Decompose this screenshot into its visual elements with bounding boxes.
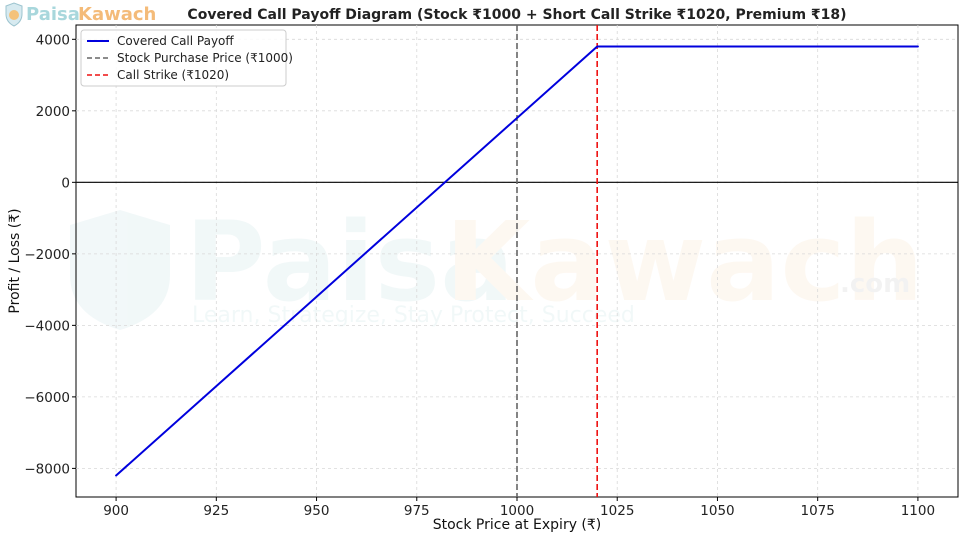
x-tick-label: 1100	[901, 503, 935, 519]
legend-label-strike: Call Strike (₹1020)	[117, 68, 229, 82]
watermark: Paisa Kawach .com Learn, Strategize, Sta…	[70, 198, 924, 330]
legend-label-purchase: Stock Purchase Price (₹1000)	[117, 51, 293, 65]
watermark-name-part1: Paisa	[185, 198, 514, 326]
legend-label-payoff: Covered Call Payoff	[117, 34, 234, 48]
x-tick-label: 1025	[600, 503, 634, 519]
x-tick-label: 1050	[700, 503, 734, 519]
y-tick-label: −4000	[24, 318, 70, 334]
y-axis-label: Profit / Loss (₹)	[7, 208, 23, 313]
reference-lines	[76, 25, 958, 497]
x-tick-label: 900	[103, 503, 129, 519]
x-tick-label: 925	[203, 503, 229, 519]
x-axis-label: Stock Price at Expiry (₹)	[433, 517, 602, 533]
watermark-shield-icon	[70, 210, 170, 330]
payoff-line	[115, 45, 919, 477]
y-tick-label: 0	[61, 175, 70, 191]
y-tick-label: 4000	[36, 32, 70, 48]
y-tick-label: −6000	[24, 390, 70, 406]
y-tick-label: 2000	[36, 104, 70, 120]
coin-icon	[9, 10, 19, 20]
y-tick-label: −8000	[24, 461, 70, 477]
watermark-domain: .com	[840, 269, 910, 299]
x-tick-label: 1000	[500, 503, 534, 519]
y-axis-ticks: −8000 −6000 −4000 −2000 0 2000 4000	[24, 32, 76, 477]
x-tick-label: 950	[304, 503, 330, 519]
x-tick-label: 975	[404, 503, 430, 519]
y-tick-label: −2000	[24, 247, 70, 263]
brand-name-part2: Kawach	[78, 4, 156, 25]
watermark-name-part2: Kawach	[445, 198, 924, 326]
x-tick-label: 1075	[801, 503, 835, 519]
brand-name-part1: Paisa	[26, 4, 80, 25]
x-axis-ticks: 900 925 950 975 1000 1025 1050 1075 1100	[103, 497, 935, 519]
series-layer	[115, 45, 919, 477]
legend-box	[80, 29, 287, 87]
chart-title: Covered Call Payoff Diagram (Stock ₹1000…	[187, 7, 846, 23]
legend: Covered Call Payoff Stock Purchase Price…	[80, 29, 293, 87]
watermark-tagline: Learn, Strategize, Stay Protect, Succeed	[192, 303, 635, 328]
brand-logo: Paisa Kawach	[5, 2, 156, 27]
